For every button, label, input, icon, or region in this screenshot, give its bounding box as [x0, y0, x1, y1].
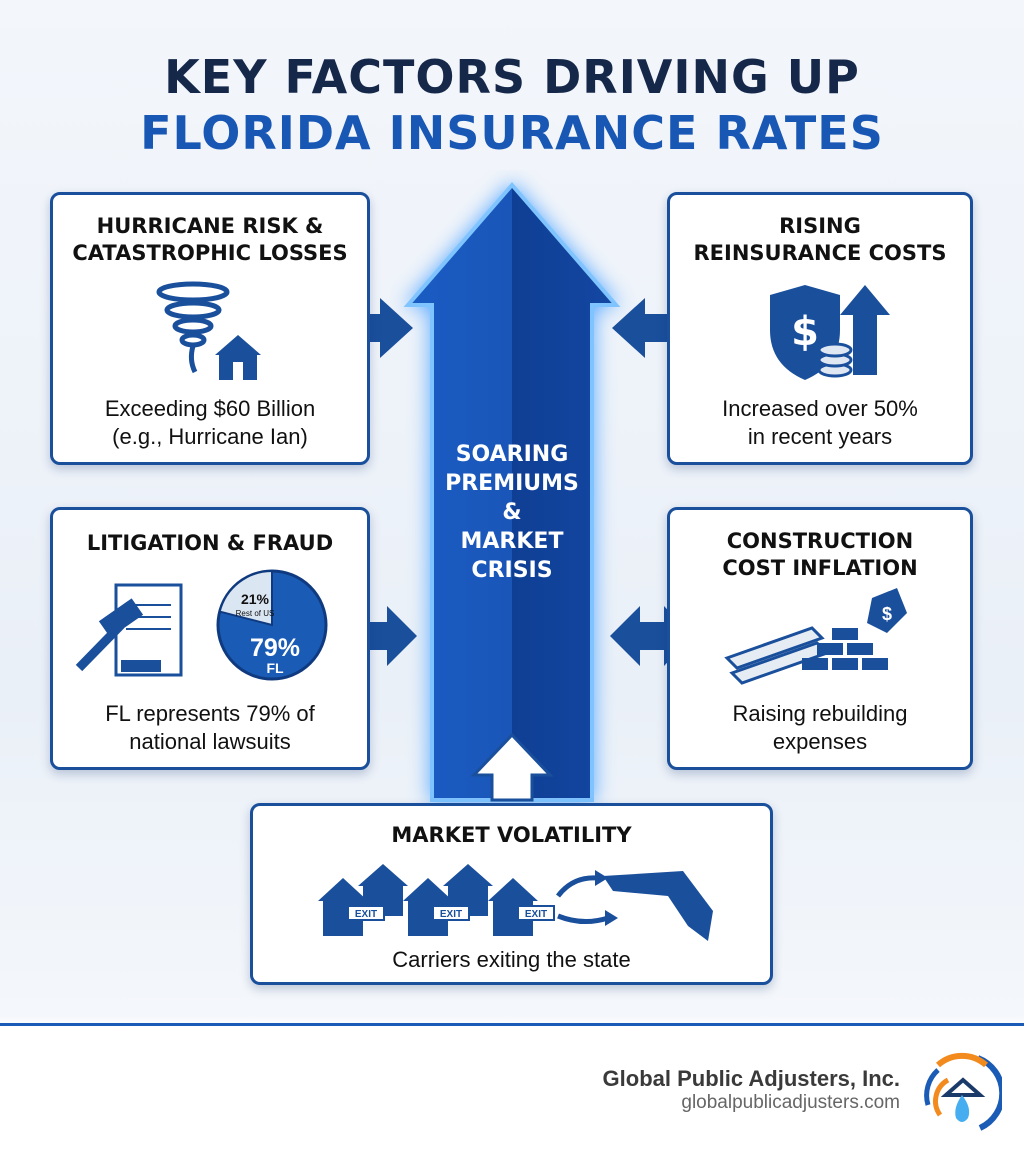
- card-title: REINSURANCE COSTS: [693, 241, 947, 265]
- card-text: expenses: [772, 729, 868, 754]
- card-title: MARKET VOLATILITY: [391, 823, 632, 847]
- pie-label-fl: FL: [266, 660, 284, 676]
- card-title: LITIGATION & FRAUD: [86, 531, 334, 555]
- gavel-document-icon: [75, 583, 183, 677]
- exit-sign: EXIT: [525, 909, 547, 920]
- price-tag-icon: $: [882, 604, 892, 624]
- title-line-2: FLORIDA INSURANCE RATES: [140, 106, 884, 160]
- company-logo-icon: [924, 1052, 1002, 1131]
- card-title: CONSTRUCTION: [726, 529, 914, 553]
- svg-text:$: $: [791, 309, 819, 355]
- exit-sign: EXIT: [440, 909, 462, 920]
- card-title: HURRICANE RISK &: [96, 214, 324, 238]
- houses-exit-florida-icon: EXIT EXIT EXIT: [318, 864, 713, 941]
- pie-label-rest-pct: 21%: [241, 591, 270, 607]
- card-title: CATASTROPHIC LOSSES: [72, 241, 348, 265]
- title-line-1: KEY FACTORS DRIVING UP: [164, 50, 860, 104]
- card-text: Exceeding $60 Billion: [104, 396, 316, 421]
- company-url[interactable]: globalpublicadjusters.com: [681, 1092, 900, 1113]
- lumber-bricks-icon: $: [724, 588, 907, 685]
- center-line: &: [502, 500, 522, 525]
- pie-slice-rest: [218, 569, 273, 627]
- card-text: national lawsuits: [129, 729, 291, 754]
- pie-label-rest: Rest of US: [236, 609, 275, 618]
- pie-chart-lawsuits: 21% Rest of US 79% FL: [216, 569, 328, 681]
- card-text: Carriers exiting the state: [392, 947, 631, 972]
- center-line: MARKET: [460, 529, 564, 554]
- card-construction: CONSTRUCTION COST INFLATION $ Raising reb…: [667, 507, 973, 770]
- exit-sign: EXIT: [355, 909, 377, 920]
- card-title: COST INFLATION: [722, 556, 918, 580]
- card-text: Increased over 50%: [722, 396, 918, 421]
- footer-divider: [0, 1023, 1024, 1026]
- card-text: (e.g., Hurricane Ian): [112, 424, 308, 449]
- center-label: SOARING PREMIUMS & MARKET CRISIS: [432, 440, 592, 585]
- card-litigation: LITIGATION & FRAUD 21% Rest of US 79% FL…: [50, 507, 370, 770]
- center-line: PREMIUMS: [445, 471, 579, 496]
- shield-dollar-icon: $: [770, 285, 890, 380]
- card-text: FL represents 79% of: [105, 701, 315, 726]
- card-reinsurance: RISING REINSURANCE COSTS $ Increased over…: [667, 192, 973, 465]
- footer-brand: Global Public Adjusters, Inc. globalpubl…: [603, 1066, 900, 1114]
- card-volatility: MARKET VOLATILITY EXIT EXIT EXIT Carrier…: [250, 803, 773, 985]
- center-line: SOARING: [455, 442, 569, 467]
- card-text: Raising rebuilding: [732, 701, 908, 726]
- pie-label-fl-pct: 79%: [250, 634, 300, 662]
- card-title: RISING: [779, 214, 861, 238]
- card-text: in recent years: [747, 424, 893, 449]
- card-hurricane: HURRICANE RISK & CATASTROPHIC LOSSES Exce…: [50, 192, 370, 465]
- tornado-house-icon: [156, 281, 261, 380]
- company-name: Global Public Adjusters, Inc.: [602, 1066, 900, 1091]
- central-up-arrow: [403, 181, 621, 802]
- center-line: CRISIS: [471, 558, 553, 583]
